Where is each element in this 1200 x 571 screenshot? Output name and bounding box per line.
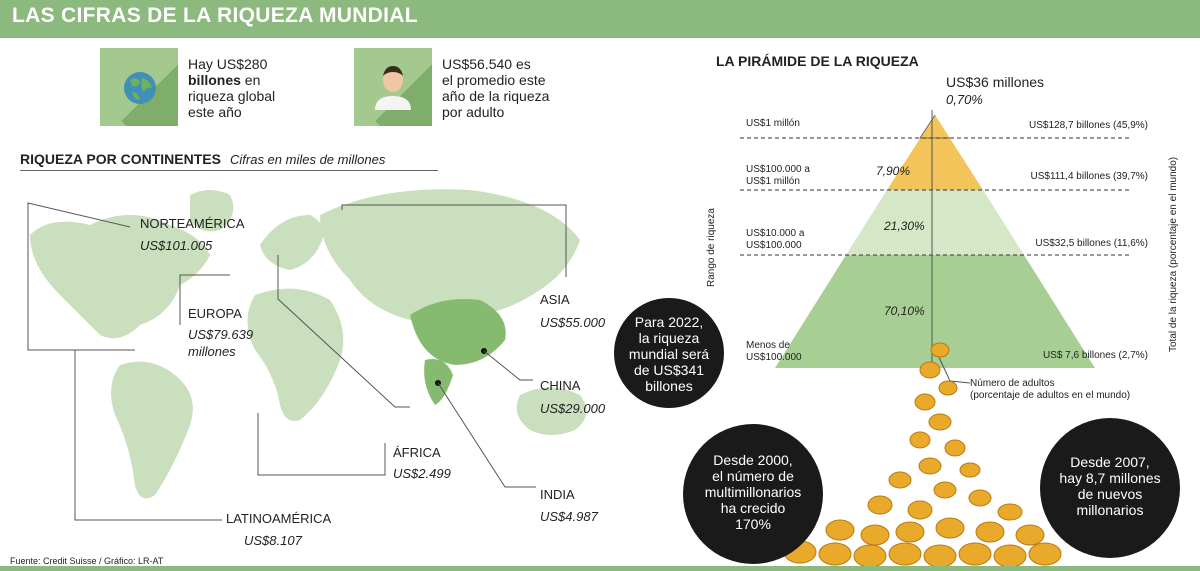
bubble-line: multimillonarios xyxy=(704,484,802,500)
continents-subtitle: Cifras en miles de millones xyxy=(230,152,386,167)
region-europe-value: US$79.639 xyxy=(188,327,254,342)
pyramid-tier-4 xyxy=(775,255,1095,368)
bubble-line: hay 8,7 millones xyxy=(1059,470,1161,486)
africa-shape xyxy=(247,288,344,421)
tier-2-range: US$100.000 a US$1 millón xyxy=(746,164,810,188)
stat-line: es xyxy=(512,56,531,72)
tier-3-range: US$10.000 a US$100.000 xyxy=(746,228,804,252)
billionaires-growth-bubble: Desde 2000, el número de multimillonario… xyxy=(683,424,823,564)
tier-2-range-line: US$100.000 a xyxy=(746,164,810,175)
globe-icon xyxy=(124,72,156,104)
tier-3-range-line: US$10.000 a xyxy=(746,228,805,239)
region-india-value: US$4.987 xyxy=(540,509,598,524)
person-stat-box xyxy=(354,48,432,126)
stat-line-bold: US$56.540 xyxy=(442,56,513,72)
continents-title: RIQUEZA POR CONTINENTES xyxy=(20,151,221,167)
region-europe-unit: millones xyxy=(188,344,236,359)
stat-line: el promedio este xyxy=(442,72,546,88)
bubble-line: billones xyxy=(645,378,693,394)
adults-note-line: (porcentaje de adultos en el mundo) xyxy=(970,390,1131,401)
tier-3-range-line: US$100.000 xyxy=(746,240,802,251)
region-africa-name: ÁFRICA xyxy=(393,445,441,460)
bubble-line: mundial será xyxy=(628,346,710,362)
region-latin-america-name: LATINOAMÉRICA xyxy=(226,511,332,526)
average-wealth-stat: US$56.540 es el promedio este año de la … xyxy=(442,56,562,120)
source-credit: Fuente: Credit Suisse / Gráfico: LR-AT xyxy=(10,556,164,566)
tier-1-total: US$128,7 billones (45,9%) xyxy=(1029,120,1148,131)
bubble-line: la riqueza xyxy=(638,330,700,346)
stat-line: Hay US$280 xyxy=(188,56,268,72)
tier-4-range-line: US$100.000 xyxy=(746,352,802,363)
bubble-line: de US$341 xyxy=(633,362,705,378)
pyramid-title: LA PIRÁMIDE DE LA RIQUEZA xyxy=(716,53,919,69)
region-north-america-name: NORTEAMÉRICA xyxy=(140,216,245,231)
region-africa-value: US$2.499 xyxy=(393,466,451,481)
globe-stat-box xyxy=(100,48,178,126)
pyramid-top-value: US$36 millones xyxy=(946,74,1045,90)
region-asia-name: ASIA xyxy=(540,292,570,307)
footer-bar xyxy=(0,566,1200,571)
bubble-line: Desde 2000, xyxy=(713,452,793,468)
bubble-line: millonarios xyxy=(1076,502,1144,518)
pyramid-top-pct: 0,70% xyxy=(946,92,983,107)
bubble-line: 170% xyxy=(735,516,771,532)
tier-4-range: Menos de US$100.000 xyxy=(746,340,802,364)
stat-line: riqueza global xyxy=(188,88,276,104)
region-china-name: CHINA xyxy=(540,378,581,393)
pyramid-tier-3 xyxy=(846,190,1024,255)
stat-line: por adulto xyxy=(442,104,505,120)
tier-1-range: US$1 millón xyxy=(746,118,800,129)
global-wealth-stat: Hay US$280 billones en riqueza global es… xyxy=(188,56,308,120)
stat-line: este año xyxy=(188,104,242,120)
adults-note: Número de adultos (porcentaje de adultos… xyxy=(970,378,1130,402)
region-india-name: INDIA xyxy=(540,487,575,502)
forecast-2022-bubble: Para 2022, la riqueza mundial será de US… xyxy=(614,298,724,408)
region-china-value: US$29.000 xyxy=(540,401,606,416)
greenland-shape xyxy=(190,190,234,232)
bubble-line: Para 2022, xyxy=(634,314,704,330)
stat-line: en xyxy=(240,72,261,88)
bubble-line: Desde 2007, xyxy=(1070,454,1150,470)
tier-4-range-line: Menos de xyxy=(746,340,790,351)
section-rule xyxy=(20,170,438,171)
bubble-line: el número de xyxy=(712,468,794,484)
pyramid-tier-2 xyxy=(887,115,983,190)
tier-4-adults-pct: 70,10% xyxy=(884,304,925,318)
header-bar xyxy=(0,0,1200,38)
region-europe-name: EUROPA xyxy=(188,306,242,321)
region-asia-value: US$55.000 xyxy=(540,315,606,330)
asia-shape xyxy=(320,189,580,322)
bubble-line: ha crecido xyxy=(720,500,786,516)
tier-2-adults-pct: 7,90% xyxy=(876,164,911,178)
region-north-america-value: US$101.005 xyxy=(140,238,213,253)
person-icon xyxy=(375,66,411,110)
bubble-line: de nuevos xyxy=(1077,486,1143,502)
tier-2-total: US$111,4 billones (39,7%) xyxy=(1030,171,1148,182)
tier-2-range-line: US$1 millón xyxy=(746,176,800,187)
north-america-shape xyxy=(30,215,210,339)
europe-shape xyxy=(260,215,324,270)
new-millionaires-bubble: Desde 2007, hay 8,7 millones de nuevos m… xyxy=(1040,418,1180,558)
world-map xyxy=(27,189,587,521)
page-title: LAS CIFRAS DE LA RIQUEZA MUNDIAL xyxy=(12,4,418,27)
left-axis-label: Rango de riqueza xyxy=(706,208,717,287)
wealth-pyramid xyxy=(740,110,1130,372)
gold-coins-image xyxy=(783,342,1062,566)
tier-3-adults-pct: 21,30% xyxy=(884,219,925,233)
stat-line: año de la riqueza xyxy=(442,88,550,104)
region-latin-america-value: US$8.107 xyxy=(244,533,302,548)
australia-shape xyxy=(516,387,587,435)
tier-3-total: US$32,5 billones (11,6%) xyxy=(1035,238,1148,249)
right-axis-label: Total de la riqueza (porcentaje en el mu… xyxy=(1168,156,1179,352)
tier-4-total: US$ 7,6 billones (2,7%) xyxy=(1042,350,1148,361)
south-america-shape xyxy=(111,361,193,499)
stat-line-bold: billones xyxy=(188,72,241,88)
adults-note-line: Número de adultos xyxy=(970,378,1055,389)
china-shape xyxy=(410,299,506,365)
